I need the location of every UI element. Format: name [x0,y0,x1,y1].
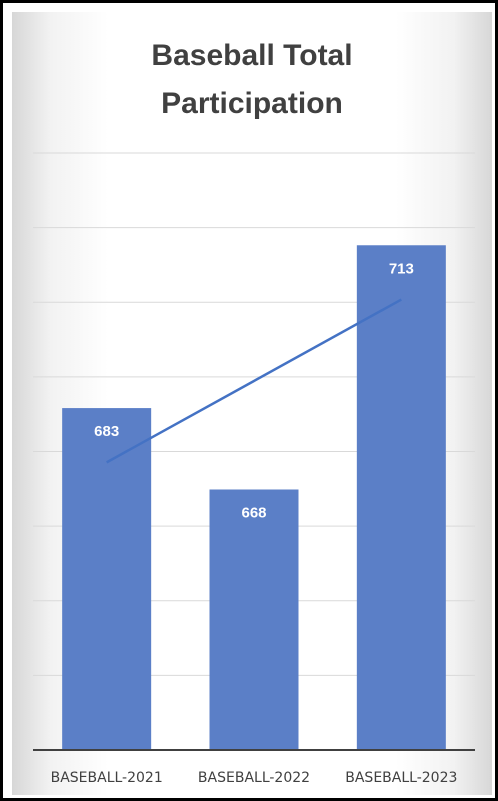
chart: Baseball Total Participation 683 668 713 B… [33,39,475,786]
chart-title-line-1: Baseball Total [151,39,352,72]
bar [356,245,446,750]
category-label: BASEBALL-2023 [345,770,457,786]
bar [209,489,299,750]
category-labels: BASEBALL-2021 BASEBALL-2022 BASEBALL-2023 [51,770,458,786]
category-label: BASEBALL-2021 [51,770,163,786]
data-label: 713 [389,260,414,277]
trendline [106,298,402,464]
bar [62,408,152,750]
data-label: 683 [94,423,119,440]
data-labels: 683 668 713 [94,260,414,521]
bars [62,245,446,750]
trendline-layer [106,298,402,464]
category-label: BASEBALL-2022 [198,770,310,786]
chart-title-line-2: Participation [161,87,343,120]
data-label: 668 [241,504,266,521]
